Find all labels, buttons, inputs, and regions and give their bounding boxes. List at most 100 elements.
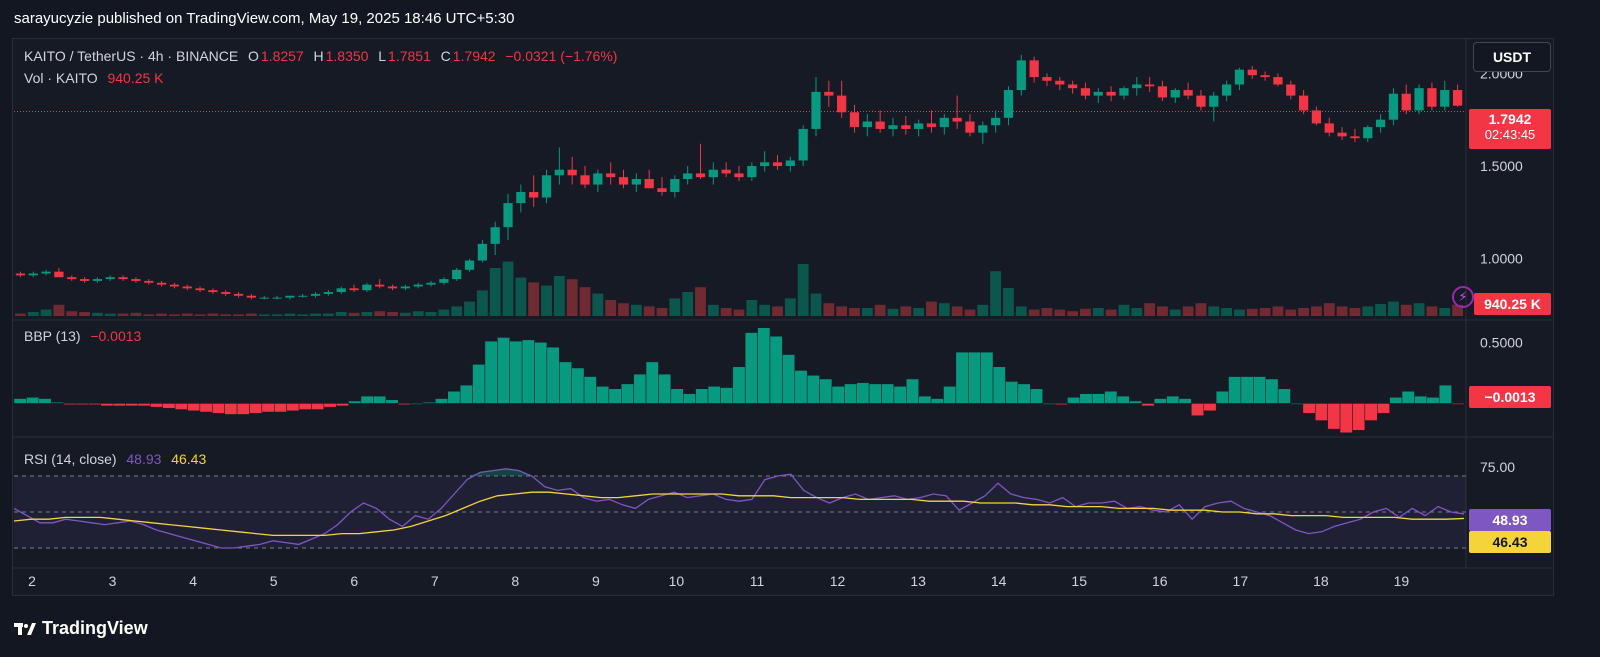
time-tick-2: 4 xyxy=(189,573,197,589)
candle-body-112 xyxy=(1452,90,1463,106)
volume-bar-46 xyxy=(605,300,617,316)
volume-bar-57 xyxy=(746,300,758,316)
volume-bar-56 xyxy=(733,309,745,316)
bbp-bar-17 xyxy=(224,403,238,415)
candle-body-74 xyxy=(965,121,975,133)
candle-body-13 xyxy=(182,286,192,289)
candle-body-110 xyxy=(1427,88,1437,107)
candle-body-53 xyxy=(695,173,706,178)
volume-bar-42 xyxy=(553,276,565,316)
bbp-bar-112 xyxy=(1401,390,1415,404)
bbp-bar-27 xyxy=(348,400,362,404)
high-label: H xyxy=(313,48,324,64)
volume-label[interactable]: Vol · KAITO xyxy=(24,70,98,86)
candle-body-46 xyxy=(606,173,616,178)
bbp-bar-22 xyxy=(286,403,300,412)
candle-body-9 xyxy=(131,279,141,281)
bbp-bar-4 xyxy=(63,403,77,405)
bbp-bar-81 xyxy=(1017,383,1031,404)
candle-body-33 xyxy=(439,279,449,283)
candle-body-86 xyxy=(1119,88,1129,96)
bbp-bar-10 xyxy=(137,403,151,407)
volume-bar-67 xyxy=(874,304,886,316)
bbp-bar-116 xyxy=(1451,403,1465,405)
bbp-bar-67 xyxy=(844,383,857,404)
volume-bar-44 xyxy=(579,287,591,316)
last-price-tag: 1.7942 02:43:45 xyxy=(1469,109,1551,149)
volume-bar-63 xyxy=(823,303,835,316)
candle-body-58 xyxy=(760,162,770,167)
volume-bar-95 xyxy=(1234,309,1245,316)
bbp-label[interactable]: BBP (13) xyxy=(24,328,81,344)
volume-bar-11 xyxy=(156,313,167,316)
time-tick-7: 9 xyxy=(592,573,600,589)
candle-body-102 xyxy=(1324,123,1334,133)
bbp-bar-57 xyxy=(720,387,734,404)
bbp-bar-12 xyxy=(162,403,176,409)
rsi-label[interactable]: RSI (14, close) xyxy=(24,451,117,467)
price-tick-1: 1.5000 xyxy=(1480,158,1523,174)
bbp-bar-25 xyxy=(323,403,337,408)
price-pane xyxy=(14,54,1466,300)
bbp-bar-91 xyxy=(1141,403,1155,407)
volume-bar-13 xyxy=(181,313,193,316)
bbp-bar-35 xyxy=(447,390,461,404)
volume-bar-66 xyxy=(861,308,873,316)
candle-body-106 xyxy=(1375,119,1386,128)
lightning-icon[interactable]: ⚡ xyxy=(1452,286,1474,308)
volume-bar-78 xyxy=(1015,306,1027,316)
candle-body-105 xyxy=(1363,127,1373,139)
volume-bar-34 xyxy=(451,306,463,316)
bbp-bar-71 xyxy=(893,386,907,404)
volume-bar-19 xyxy=(258,314,270,316)
candle-body-85 xyxy=(1106,91,1116,96)
volume-legend: Vol · KAITO 940.25 K xyxy=(24,70,166,86)
bbp-legend: BBP (13) −0.0013 xyxy=(24,328,143,344)
volume-bar-49 xyxy=(643,306,655,316)
bbp-bar-70 xyxy=(881,383,895,404)
volume-bar-89 xyxy=(1157,306,1168,316)
candle-body-84 xyxy=(1093,91,1103,96)
volume-bar-9 xyxy=(130,312,142,316)
rsi-line xyxy=(13,468,1465,549)
footer-brand: TradingView xyxy=(42,618,148,638)
candle-body-17 xyxy=(233,293,244,296)
chart-frame[interactable] xyxy=(12,38,1554,596)
symbol-label[interactable]: KAITO / TetherUS · 4h · BINANCE xyxy=(24,48,239,64)
bbp-bar-87 xyxy=(1091,393,1105,404)
candle-body-56 xyxy=(734,173,744,178)
bbp-bar-98 xyxy=(1228,376,1242,404)
publisher-caption: sarayucyzie published on TradingView.com… xyxy=(0,0,1600,36)
bbp-bar-9 xyxy=(125,403,139,407)
currency-button[interactable]: USDT xyxy=(1473,42,1551,72)
bbp-bar-52 xyxy=(658,373,672,404)
volume-bar-98 xyxy=(1272,306,1284,316)
volume-bar-84 xyxy=(1092,308,1104,316)
candle-body-51 xyxy=(670,179,680,192)
bbp-bar-8 xyxy=(112,403,126,407)
bbp-bar-24 xyxy=(311,403,325,410)
time-tick-12: 14 xyxy=(991,573,1007,589)
volume-bar-40 xyxy=(528,282,540,316)
candle-body-64 xyxy=(837,95,847,113)
bbp-bar-19 xyxy=(249,403,263,414)
volume-bar-23 xyxy=(310,313,321,316)
close-value: 1.7942 xyxy=(452,48,496,64)
bbp-bar-114 xyxy=(1426,397,1440,404)
candle-body-49 xyxy=(644,179,654,189)
bbp-bar-100 xyxy=(1253,376,1266,404)
volume-bar-64 xyxy=(836,306,848,316)
bbp-bar-101 xyxy=(1265,378,1279,404)
rsi-tick-0: 75.00 xyxy=(1480,459,1515,475)
volume-bar-112 xyxy=(1452,304,1463,316)
volume-bar-81 xyxy=(1054,309,1066,316)
bbp-bar-73 xyxy=(918,395,932,404)
candle-body-37 xyxy=(490,227,500,244)
volume-bar-86 xyxy=(1118,304,1130,316)
candle-body-47 xyxy=(618,177,629,185)
bbp-bar-108 xyxy=(1352,403,1366,431)
volume-bar-20 xyxy=(271,314,283,316)
volume-bar-65 xyxy=(849,308,860,316)
candle-body-109 xyxy=(1414,88,1424,111)
